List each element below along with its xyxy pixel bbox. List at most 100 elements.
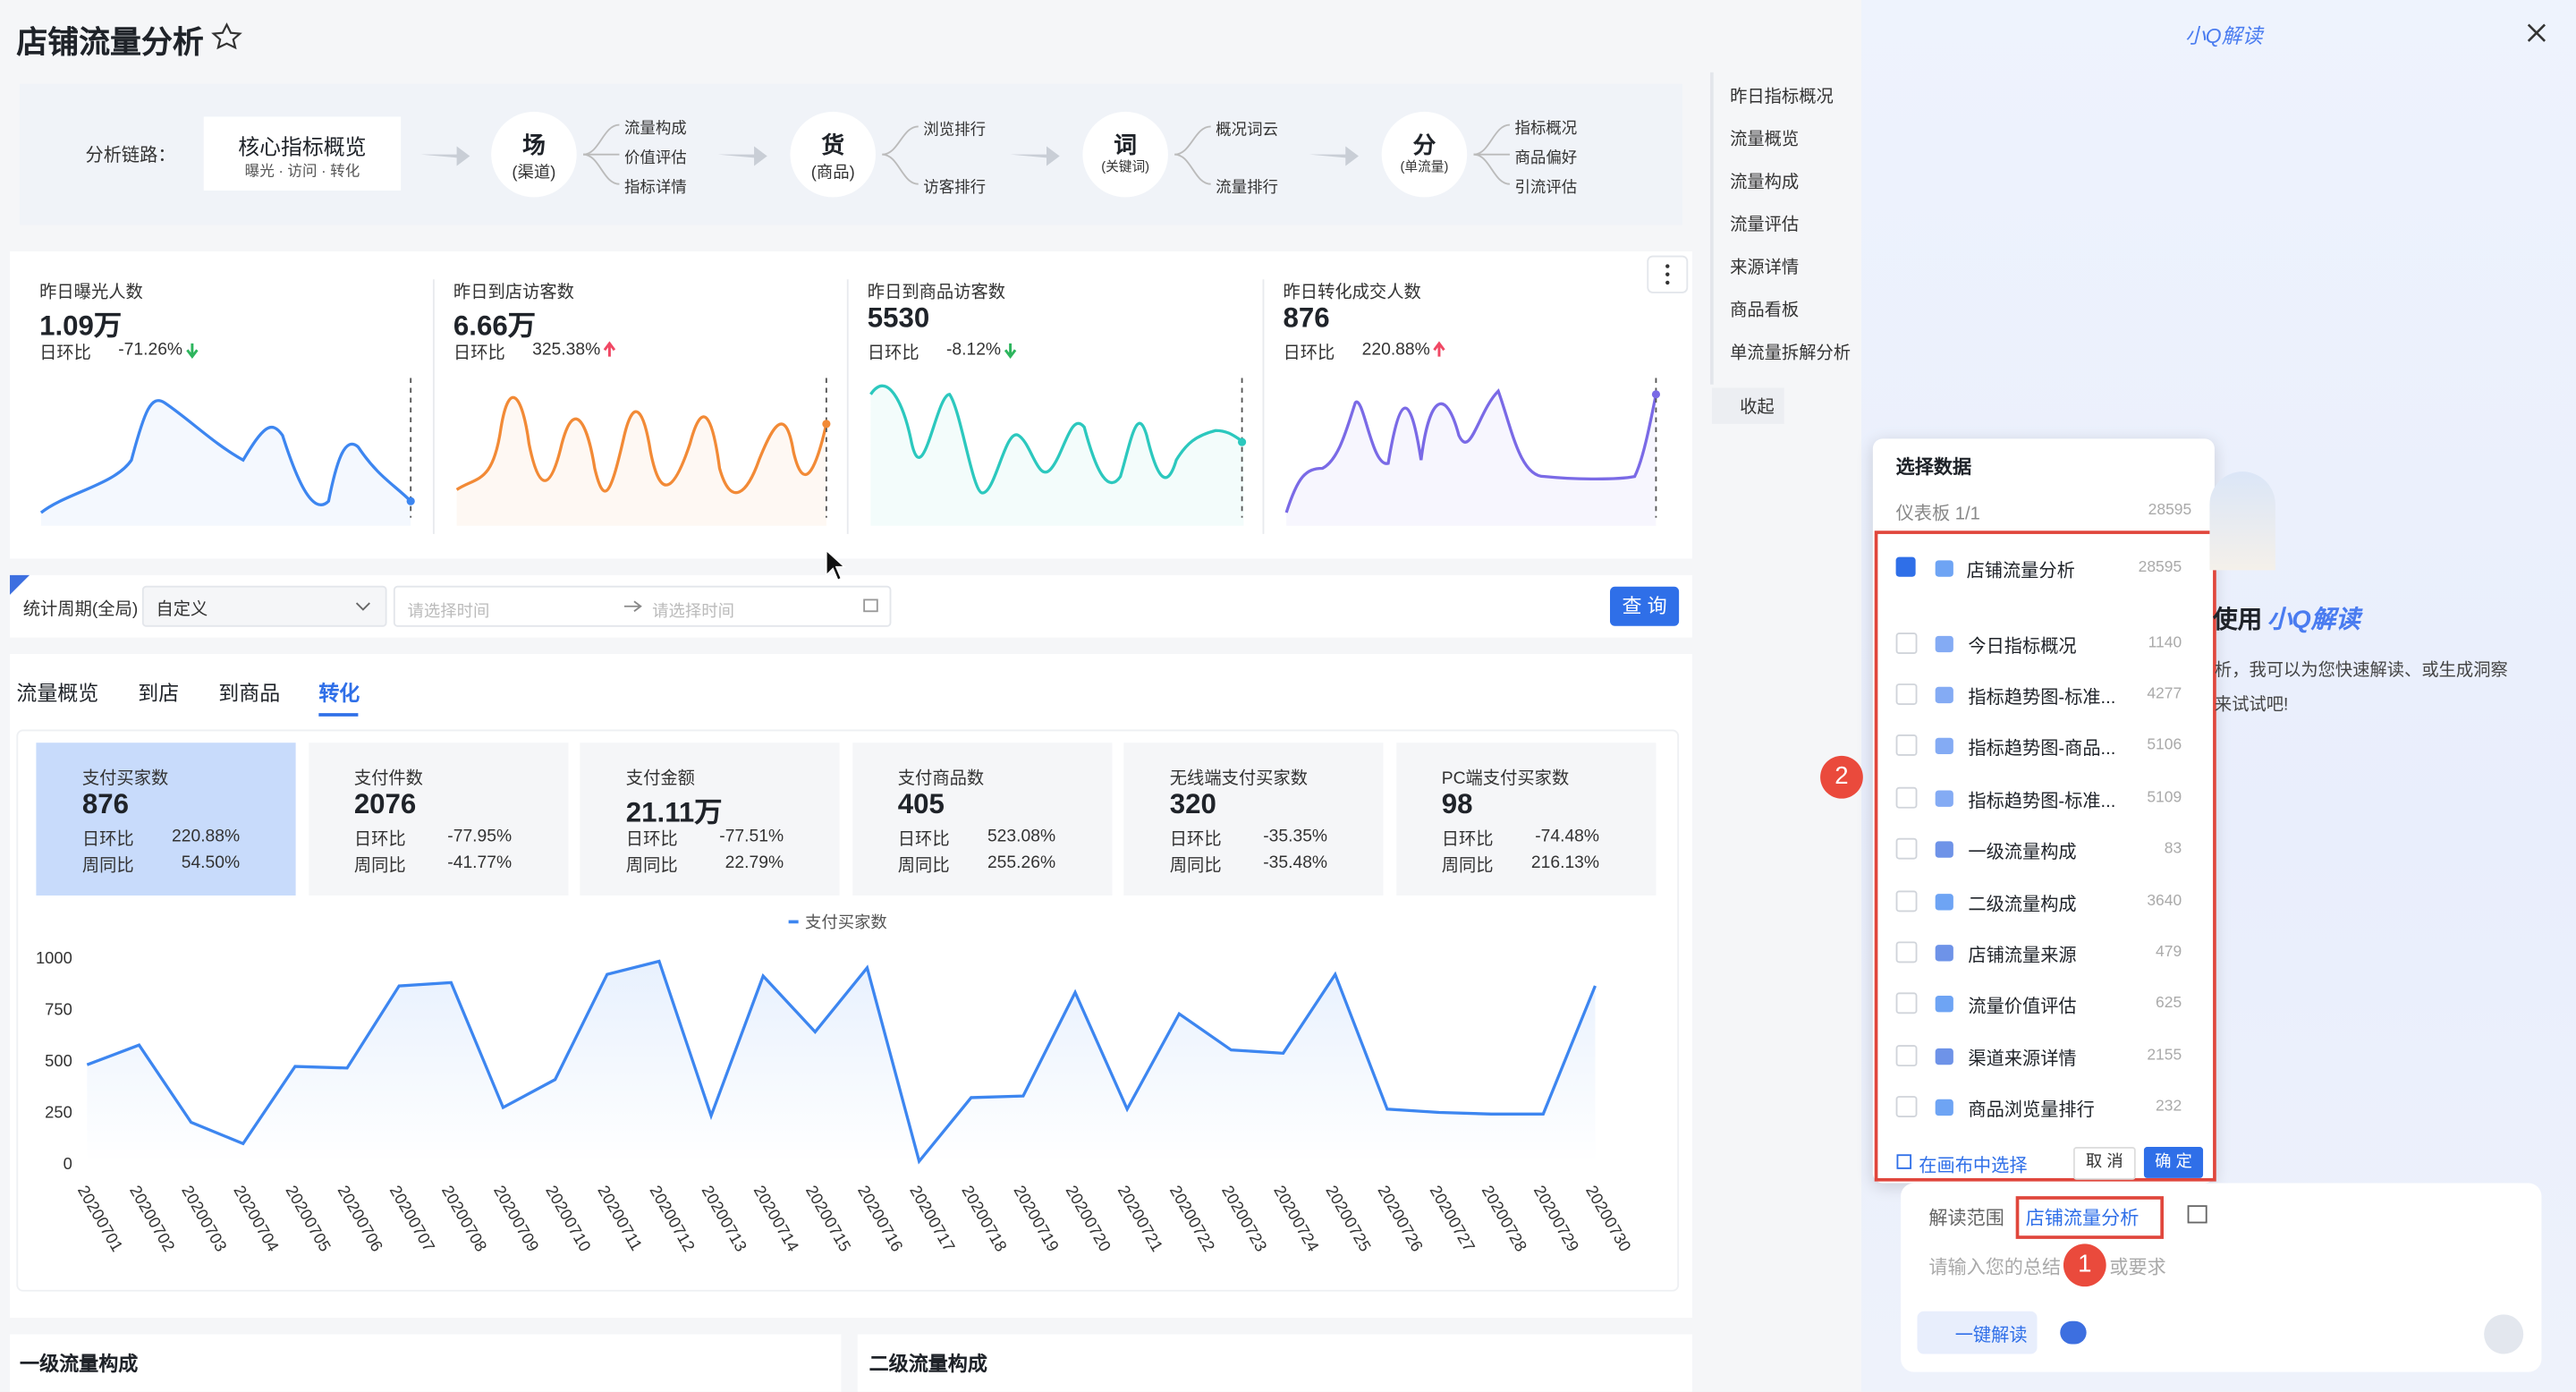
item-name[interactable]: 二级流量构成 bbox=[1968, 895, 2077, 916]
checkbox[interactable] bbox=[1895, 992, 1918, 1014]
date-start[interactable]: 请选择时间 bbox=[407, 603, 490, 622]
node-char: 词 bbox=[1114, 131, 1138, 158]
checkbox[interactable] bbox=[1895, 890, 1918, 912]
item-name[interactable]: 指标趋势图-商品... bbox=[1968, 739, 2116, 760]
metric-card[interactable] bbox=[1395, 743, 1656, 896]
kpi-value: 5530 bbox=[867, 301, 930, 334]
scope-chip[interactable] bbox=[2015, 1196, 2164, 1239]
cancel-button[interactable]: 取 消 bbox=[2072, 1147, 2136, 1180]
checkbox[interactable] bbox=[1895, 941, 1918, 963]
ok-button[interactable]: 确 定 bbox=[2143, 1147, 2204, 1178]
node-item: 浏览排行 bbox=[923, 121, 987, 140]
x-tick-label: 20200716 bbox=[854, 1182, 907, 1254]
sparkline-area bbox=[870, 386, 1244, 526]
nav-item[interactable]: 单流量拆解分析 bbox=[1730, 343, 1852, 363]
nav-item[interactable]: 流量评估 bbox=[1730, 215, 1800, 235]
star-icon[interactable] bbox=[211, 22, 242, 50]
filter-select[interactable]: 自定义 bbox=[156, 599, 208, 620]
x-tick-label: 20200722 bbox=[1166, 1182, 1219, 1254]
analyze-label[interactable]: 一键解读 bbox=[1954, 1326, 2028, 1346]
chain-label: 分析链路： bbox=[85, 146, 176, 166]
item-icon bbox=[1935, 560, 1953, 577]
avatar bbox=[2209, 471, 2275, 571]
branch bbox=[1473, 123, 1511, 156]
node-item: 流量排行 bbox=[1216, 179, 1279, 198]
badge: 2 bbox=[1820, 755, 1863, 799]
metric-row-value: 523.08% bbox=[987, 826, 1056, 846]
tab[interactable]: 到店 bbox=[138, 682, 180, 705]
sparkline-area bbox=[1286, 391, 1657, 526]
branch bbox=[582, 153, 620, 185]
kpi-change: -8.12% bbox=[945, 340, 1002, 361]
item-name[interactable]: 店铺流量分析 bbox=[1966, 562, 2075, 582]
item-name[interactable]: 渠道来源详情 bbox=[1968, 1049, 2077, 1070]
tab[interactable]: 流量概览 bbox=[16, 682, 99, 705]
metric-row-label: 周同比 bbox=[625, 855, 678, 876]
date-end[interactable]: 请选择时间 bbox=[652, 603, 735, 622]
node-item: 价值评估 bbox=[623, 149, 687, 168]
item-name[interactable]: 店铺流量来源 bbox=[1968, 946, 2077, 966]
checkbox[interactable] bbox=[1895, 837, 1918, 860]
nav-item[interactable]: 昨日指标概况 bbox=[1730, 87, 1834, 107]
item-name[interactable]: 一级流量构成 bbox=[1968, 843, 2077, 863]
tab[interactable]: 转化 bbox=[318, 682, 360, 705]
branch bbox=[582, 123, 620, 156]
x-tick-label: 20200704 bbox=[230, 1182, 283, 1254]
nav-item[interactable]: 流量构成 bbox=[1730, 172, 1800, 192]
tab[interactable]: 到商品 bbox=[218, 682, 281, 705]
node-char: 场 bbox=[522, 131, 546, 158]
placeholder[interactable]: 请输入您的总结 bbox=[1928, 1258, 2062, 1278]
metric-card[interactable] bbox=[308, 743, 568, 896]
heading: 使用 bbox=[2213, 606, 2263, 634]
checkbox[interactable] bbox=[1895, 1096, 1918, 1117]
metric-card[interactable] bbox=[852, 743, 1112, 896]
nav-item[interactable]: 流量概览 bbox=[1730, 130, 1800, 150]
sparkline bbox=[39, 399, 412, 514]
x-tick-label: 20200727 bbox=[1427, 1182, 1479, 1254]
chain-arrow bbox=[717, 146, 767, 166]
close-icon[interactable] bbox=[2527, 23, 2546, 42]
scope[interactable]: 店铺流量分析 bbox=[2025, 1209, 2140, 1229]
legend-label: 支付买家数 bbox=[805, 912, 887, 931]
end-dot bbox=[406, 497, 415, 505]
x-tick-label: 20200729 bbox=[1530, 1182, 1583, 1254]
checkbox[interactable] bbox=[1895, 683, 1918, 705]
node-item: 流量构成 bbox=[623, 120, 687, 139]
select-box[interactable] bbox=[141, 585, 387, 627]
x-tick-label: 20200708 bbox=[438, 1182, 491, 1254]
desc: 析，我可以为您快速解读、或生成洞察 bbox=[2214, 660, 2508, 681]
send-button[interactable] bbox=[2484, 1314, 2524, 1354]
nav-item[interactable]: 商品看板 bbox=[1730, 301, 1800, 321]
checkbox[interactable] bbox=[1895, 556, 1916, 577]
kpi-label: 昨日转化成交人数 bbox=[1283, 282, 1421, 302]
metric-card[interactable] bbox=[36, 743, 296, 896]
placeholder[interactable]: 或要求 bbox=[2109, 1258, 2166, 1278]
trend-arrow bbox=[603, 341, 616, 357]
chain-node bbox=[491, 111, 577, 198]
corner-flag bbox=[10, 574, 30, 595]
item-name[interactable]: 指标趋势图-标准... bbox=[1968, 792, 2116, 812]
metric-card[interactable] bbox=[580, 743, 840, 896]
model-icon[interactable] bbox=[2060, 1320, 2087, 1345]
item-icon bbox=[1935, 945, 1953, 962]
checkbox[interactable] bbox=[1895, 1045, 1918, 1067]
nav-collapse[interactable]: 收起 bbox=[1740, 397, 1775, 418]
item-name[interactable]: 指标趋势图-标准... bbox=[1968, 688, 2116, 709]
checkbox[interactable] bbox=[1895, 632, 1918, 655]
branch bbox=[882, 153, 919, 185]
item-icon bbox=[1935, 1048, 1953, 1065]
date-range[interactable] bbox=[393, 585, 892, 627]
checkbox[interactable] bbox=[1895, 786, 1918, 809]
canvas-select[interactable]: 在画布中选择 bbox=[1919, 1157, 2028, 1177]
item-name[interactable]: 流量价值评估 bbox=[1968, 997, 2077, 1017]
metric-card[interactable] bbox=[1123, 743, 1384, 896]
item-name[interactable]: 今日指标概况 bbox=[1968, 637, 2077, 658]
analyze-button[interactable] bbox=[1917, 1311, 2038, 1354]
item-icon bbox=[1935, 737, 1953, 755]
item-name[interactable]: 商品浏览量排行 bbox=[1968, 1100, 2095, 1121]
checkbox[interactable] bbox=[1895, 734, 1918, 756]
dot bbox=[1665, 264, 1670, 268]
query-button[interactable]: 查 询 bbox=[1609, 586, 1680, 626]
metric-row-value: 22.79% bbox=[724, 853, 784, 873]
nav-item[interactable]: 来源详情 bbox=[1730, 258, 1800, 278]
